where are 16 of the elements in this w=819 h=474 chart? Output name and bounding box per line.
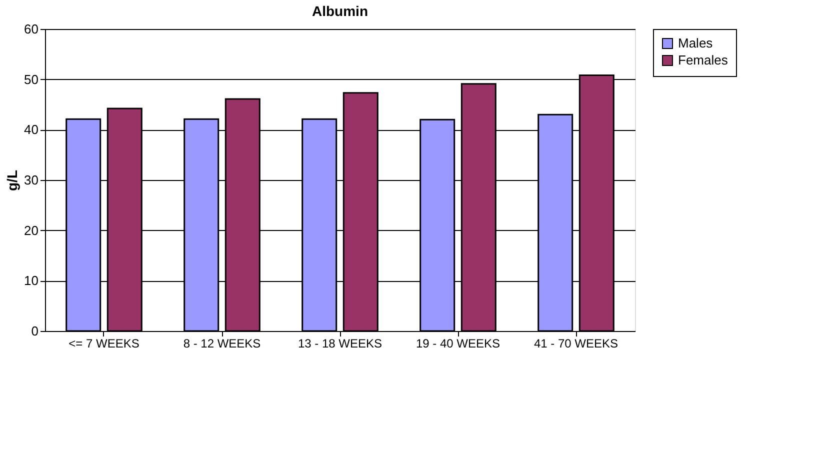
- legend-label: Females: [678, 52, 728, 68]
- x-tick-label: 19 - 40 WEEKS: [416, 336, 500, 350]
- x-tick-label: 41 - 70 WEEKS: [534, 336, 618, 350]
- x-tick-label: <= 7 WEEKS: [68, 336, 140, 350]
- y-axis-title: g/L: [4, 170, 20, 191]
- y-tick-label: 40: [24, 122, 38, 138]
- y-tick-label: 50: [24, 72, 38, 87]
- y-tick-label: 60: [24, 22, 38, 36]
- y-tick-label: 30: [24, 172, 38, 188]
- x-tick-label: 8 - 12 WEEKS: [183, 336, 261, 350]
- chart-title: Albumin: [312, 3, 368, 19]
- y-tick-label: 10: [24, 273, 38, 288]
- y-tick-label: 0: [31, 324, 38, 338]
- legend-label: Males: [678, 36, 714, 50]
- x-tick-label: 13 - 18 WEEKS: [298, 336, 382, 350]
- y-tick-label: 20: [24, 222, 38, 238]
